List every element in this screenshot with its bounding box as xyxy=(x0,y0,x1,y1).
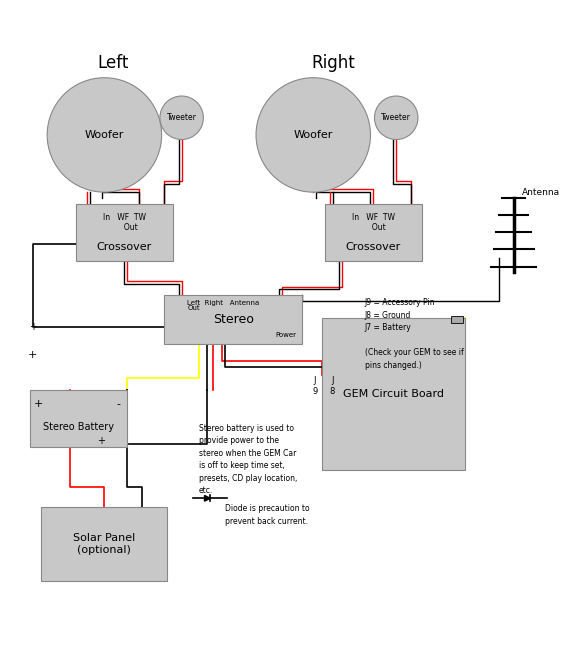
Text: Right: Right xyxy=(312,55,355,72)
Text: Woofer: Woofer xyxy=(294,130,333,140)
Text: +: + xyxy=(98,436,106,446)
Text: Tweeter: Tweeter xyxy=(167,113,197,123)
Bar xyxy=(322,318,465,470)
Bar xyxy=(164,295,302,344)
Text: In   WF  TW: In WF TW xyxy=(352,214,395,223)
Text: Out: Out xyxy=(187,305,200,311)
Circle shape xyxy=(160,96,204,140)
Text: J
9: J 9 xyxy=(312,376,317,396)
Text: Stereo Battery: Stereo Battery xyxy=(43,422,114,432)
Text: Tweeter: Tweeter xyxy=(381,113,411,123)
Text: J
8: J 8 xyxy=(329,376,335,396)
Text: Solar Panel
(optional): Solar Panel (optional) xyxy=(73,533,136,555)
Text: GEM Circuit Board: GEM Circuit Board xyxy=(343,389,444,399)
Text: Power: Power xyxy=(275,332,296,338)
Text: Woofer: Woofer xyxy=(85,130,124,140)
Text: Stereo battery is used to
provide power to the
stereo when the GEM Car
is off to: Stereo battery is used to provide power … xyxy=(199,424,297,496)
Text: Left  Right   Antenna: Left Right Antenna xyxy=(187,300,259,306)
Text: Crossover: Crossover xyxy=(97,242,152,252)
Text: In   WF  TW: In WF TW xyxy=(103,214,146,223)
Text: Diode is precaution to
prevent back current.: Diode is precaution to prevent back curr… xyxy=(225,504,309,525)
Text: J9 = Accessory Pin
J8 = Ground
J7 = Battery

(Check your GEM to see if
pins chan: J9 = Accessory Pin J8 = Ground J7 = Batt… xyxy=(365,298,463,370)
Bar xyxy=(451,316,463,323)
Text: Antenna: Antenna xyxy=(522,188,560,196)
Circle shape xyxy=(256,78,370,192)
Bar xyxy=(41,507,167,581)
Text: +: + xyxy=(28,350,37,360)
Text: -: - xyxy=(117,399,121,409)
Text: Out: Out xyxy=(112,223,137,232)
Bar xyxy=(30,389,127,447)
Text: +: + xyxy=(29,322,37,331)
Bar xyxy=(325,204,422,261)
Circle shape xyxy=(374,96,418,140)
Text: +: + xyxy=(34,399,43,409)
Text: Left: Left xyxy=(97,55,129,72)
Bar xyxy=(76,204,173,261)
Text: Crossover: Crossover xyxy=(346,242,401,252)
Circle shape xyxy=(47,78,162,192)
Text: Out: Out xyxy=(361,223,386,232)
Polygon shape xyxy=(205,496,210,501)
Text: Stereo: Stereo xyxy=(213,313,254,326)
